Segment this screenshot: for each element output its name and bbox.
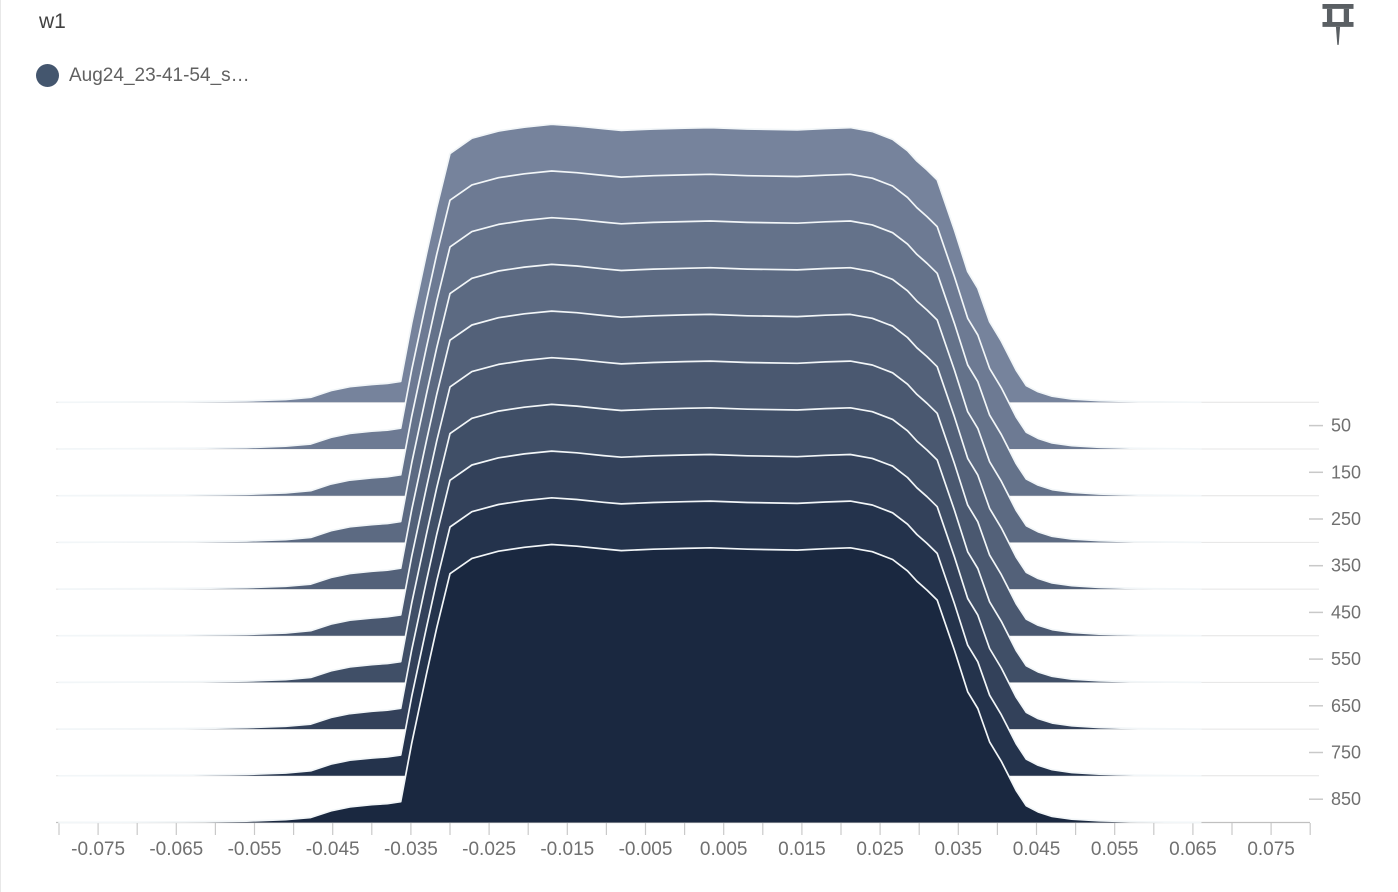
- histogram-ridge-outline-step-700: [58, 450, 1202, 730]
- x-axis-tick-label: -0.055: [228, 839, 282, 860]
- legend-run-label: Aug24_23-41-54_s…: [69, 64, 250, 86]
- legend: Aug24_23-41-54_s…: [36, 64, 250, 87]
- x-axis-tick-label: 0.065: [1169, 839, 1217, 860]
- x-axis-tick-label: -0.075: [71, 839, 125, 860]
- y-axis-tick-label: 850: [1331, 789, 1361, 809]
- pin-button[interactable]: [1313, 0, 1363, 52]
- x-axis-tick-label: 0.005: [700, 839, 748, 860]
- y-axis-tick-label: 750: [1331, 743, 1361, 763]
- y-axis-tick-label: 650: [1331, 696, 1361, 716]
- y-axis-tick-label: 150: [1331, 462, 1361, 482]
- y-axis-tick-label: 50: [1331, 416, 1351, 436]
- histogram-ridge-outline-step-0: [58, 123, 1202, 404]
- x-axis-tick-label: -0.005: [619, 839, 673, 860]
- y-axis-tick-label: 250: [1331, 509, 1361, 529]
- x-axis-tick-label: 0.055: [1091, 839, 1139, 860]
- x-axis-tick-label: -0.025: [462, 839, 516, 860]
- card-title: w1: [39, 10, 66, 33]
- histogram-ridge-outline-step-400: [58, 310, 1202, 590]
- x-axis-tick-label: 0.035: [935, 839, 983, 860]
- histogram-ridge-outline-step-300: [58, 263, 1202, 544]
- histogram-ridge-step-900: [59, 544, 1201, 823]
- x-axis-tick-label: 0.025: [856, 839, 904, 860]
- legend-run-color-dot: [36, 64, 59, 87]
- x-axis-tick-label: 0.015: [778, 839, 826, 860]
- x-axis-tick-label: -0.035: [384, 839, 438, 860]
- histogram-ridge-outline-step-800: [58, 496, 1202, 777]
- x-axis-tick-label: -0.045: [306, 839, 360, 860]
- histogram-ridge-outline-step-200: [58, 216, 1202, 497]
- x-axis-tick-label: 0.045: [1013, 839, 1061, 860]
- histogram-ridge-outline-step-600: [58, 403, 1202, 684]
- push-pin-icon: [1321, 4, 1355, 50]
- histogram-ridge-outline-step-100: [58, 170, 1202, 450]
- y-axis-tick-label: 350: [1331, 556, 1361, 576]
- x-axis-tick-label: -0.015: [540, 839, 594, 860]
- y-axis-tick-label: 450: [1331, 602, 1361, 622]
- y-axis-tick-label: 550: [1331, 649, 1361, 669]
- histogram-ridge-outline-step-900: [58, 543, 1202, 824]
- histogram-ridge-outline-step-500: [58, 356, 1202, 637]
- x-axis-tick-label: -0.065: [149, 839, 203, 860]
- x-axis-tick-label: 0.075: [1247, 839, 1295, 860]
